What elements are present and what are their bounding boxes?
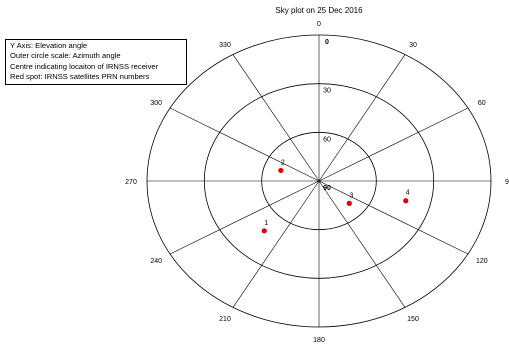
azimuth-label-330: 330 [219,42,231,49]
azimuth-label-180: 180 [313,337,325,344]
azimuth-spoke-240 [169,180,320,255]
satellite-point-3 [346,200,352,206]
satellite-point-2 [278,167,284,174]
azimuth-label-300: 300 [150,100,162,107]
azimuth-spoke-30 [318,54,406,182]
azimuth-label-120: 120 [476,258,488,265]
elevation-ring-labels: 0 30 60 90 [323,39,331,192]
azimuth-label-90: 9 [505,179,509,186]
elevation-label-30: 30 [323,88,331,95]
legend-line-elevation: Y Axis: Elevation angle [10,41,88,50]
azimuth-label-150: 150 [407,316,419,323]
legend-line-centre: Centre indicating locaiton of IRNSS rece… [10,61,159,71]
azimuth-label-30: 30 [409,42,417,49]
legend-line-azimuth: Outer circle scale: Azimuth angle [10,51,121,61]
azimuth-label-270: 270 [125,179,137,186]
elevation-label-0: 0 [325,39,329,46]
legend: Y Axis: Elevation angle Outer circle sca… [5,39,187,85]
chart-title: Sky plot on 25 Dec 2016 [275,6,363,15]
satellite-point-1 [261,228,267,234]
azimuth-label-60: 60 [478,100,486,107]
satellite-label-4: 4 [406,190,410,197]
azimuth-spoke-300 [169,107,320,182]
azimuth-spokes [147,35,491,327]
azimuth-spoke-120 [318,180,469,255]
azimuth-spoke-330 [232,54,320,182]
azimuth-label-0: 0 [317,21,321,28]
satellite-points: 1 2 3 4 [261,159,410,234]
satellite-label-2: 2 [281,159,285,166]
azimuth-spoke-210 [232,180,320,308]
azimuth-spoke-150 [318,180,406,308]
azimuth-label-210: 210 [219,316,231,323]
elevation-label-60: 60 [323,136,331,143]
satellite-label-1: 1 [264,220,268,227]
azimuth-spoke-60 [318,107,469,182]
legend-line-red-spot: Red spot: IRNSS satellites PRN numbers [10,72,150,82]
azimuth-label-240: 240 [150,258,162,265]
satellite-point-4 [403,198,409,204]
elevation-label-90: 90 [323,185,331,192]
satellite-label-3: 3 [349,192,353,199]
